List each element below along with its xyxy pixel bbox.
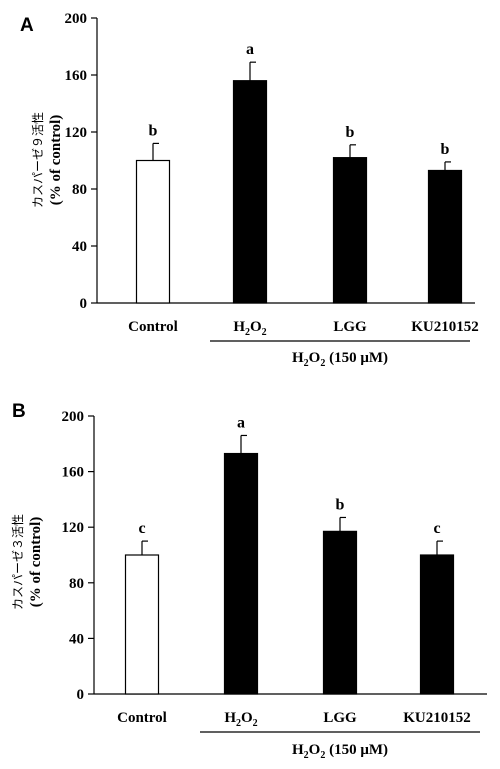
bar bbox=[124, 554, 160, 695]
bar bbox=[332, 157, 368, 304]
category-label: Control bbox=[117, 710, 167, 726]
significance-letter: a bbox=[237, 414, 245, 431]
category-label: Control bbox=[128, 319, 178, 335]
significance-letter: b bbox=[441, 141, 450, 158]
category-label: KU210152 bbox=[411, 319, 479, 335]
group-label: H2O2 (150 μM) bbox=[292, 742, 388, 761]
panel-a: 0 40 80 120 160 200 b Control a H2O2 b LGG b KU210152… bbox=[20, 11, 479, 369]
category-label: LGG bbox=[323, 710, 357, 726]
bar bbox=[322, 530, 358, 695]
y-tick-label: 0 bbox=[80, 296, 88, 312]
significance-letter: b bbox=[336, 496, 345, 513]
category-label: H2O2 bbox=[224, 710, 257, 729]
y-tick-label: 200 bbox=[62, 409, 85, 425]
significance-letter: b bbox=[346, 124, 355, 141]
y-tick-label: 120 bbox=[65, 125, 88, 141]
significance-letter: c bbox=[138, 520, 145, 537]
y-tick-label: 80 bbox=[72, 182, 87, 198]
y-tick-label: 200 bbox=[65, 11, 88, 27]
category-label: KU210152 bbox=[403, 710, 471, 726]
y-tick-label: 160 bbox=[62, 465, 85, 481]
category-label: H2O2 bbox=[233, 319, 266, 338]
y-tick-label: 40 bbox=[72, 239, 87, 255]
bar bbox=[223, 452, 259, 695]
significance-letter: b bbox=[149, 122, 158, 139]
bar bbox=[232, 80, 268, 304]
y-tick-label: 40 bbox=[69, 631, 84, 647]
y-tick-label: 120 bbox=[62, 520, 85, 536]
panel-label: A bbox=[20, 15, 34, 36]
significance-letter: a bbox=[246, 41, 254, 58]
bar bbox=[419, 554, 455, 695]
category-label: LGG bbox=[333, 319, 367, 335]
panel-b: 0 40 80 120 160 200 c Control a H2O2 b LGG c KU210152… bbox=[11, 401, 487, 761]
y-axis-label: カスパーゼ３活性 (% of control) bbox=[11, 514, 44, 610]
bar bbox=[427, 169, 463, 304]
y-tick-label: 0 bbox=[77, 687, 85, 703]
panel-label: B bbox=[12, 401, 26, 422]
group-label: H2O2 (150 μM) bbox=[292, 350, 388, 369]
significance-letter: c bbox=[433, 520, 440, 537]
bar bbox=[135, 159, 171, 304]
y-tick-label: 80 bbox=[69, 576, 84, 592]
y-tick-label: 160 bbox=[65, 68, 88, 84]
y-axis-label: カスパーゼ９活性 (% of control) bbox=[31, 112, 64, 208]
